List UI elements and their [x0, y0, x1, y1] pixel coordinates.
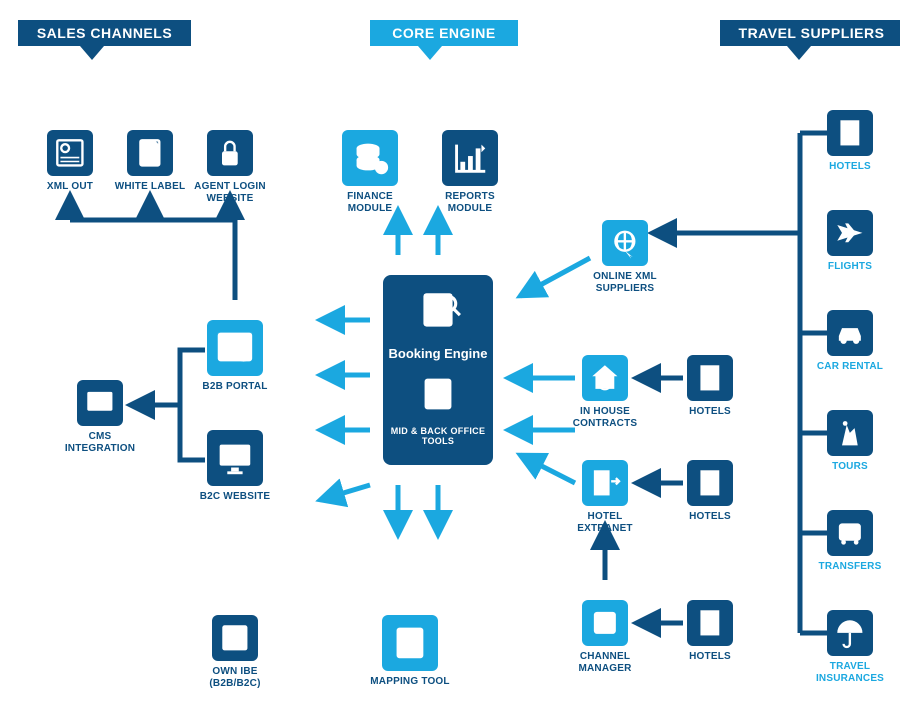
online-xml-globe-icon [602, 220, 648, 266]
label-sup-insurance: TRAVELINSURANCES [805, 661, 895, 684]
node-xml-out: XML OUT [25, 130, 115, 193]
label-hotel-ext: HOTELEXTRANET [560, 511, 650, 534]
label-b2c-website: B2C WEBSITE [190, 491, 280, 503]
hotel-ext-building-arrow-icon [582, 460, 628, 506]
section-pointer-sales [80, 46, 104, 60]
node-hotel-ext: HOTELEXTRANET [560, 460, 650, 534]
xml-out-xml-icon [47, 130, 93, 176]
core-title: Booking Engine [383, 346, 493, 361]
hotels-a-building-icon [687, 355, 733, 401]
sup-hotels-building-icon [827, 110, 873, 156]
node-reports: REPORTS MODULE [425, 130, 515, 214]
label-b2b-portal: B2B PORTAL [190, 381, 280, 393]
hotels-b-building-icon [687, 460, 733, 506]
node-sup-tours: TOURS [805, 410, 895, 473]
node-hotels-a: HOTELS [665, 355, 755, 418]
in-house-house-icon [582, 355, 628, 401]
sup-car-car-icon [827, 310, 873, 356]
label-sup-flights: FLIGHTS [805, 261, 895, 273]
label-agent-login: AGENT LOGINWEBSITE [185, 181, 275, 204]
label-sup-hotels: HOTELS [805, 161, 895, 173]
b2b-portal-browser-icon [207, 320, 263, 376]
b2c-website-monitor-icon [207, 430, 263, 486]
node-mapping: MAPPING TOOL [365, 615, 455, 688]
node-sup-car: CAR RENTAL [805, 310, 895, 373]
label-hotels-a: HOTELS [665, 406, 755, 418]
label-in-house: IN HOUSECONTRACTS [560, 406, 650, 429]
sup-insurance-umbrella-icon [827, 610, 873, 656]
node-b2c-website: B2C WEBSITE [190, 430, 280, 503]
sup-transfers-bus-icon [827, 510, 873, 556]
node-online-xml: ONLINE XMLSUPPLIERS [580, 220, 670, 294]
label-hotels-c: HOTELS [665, 651, 755, 663]
sup-tours-tours-icon [827, 410, 873, 456]
label-channel-mgr: CHANNELMANAGER [560, 651, 650, 674]
label-reports: REPORTS MODULE [425, 191, 515, 214]
channel-mgr-diamond-icon [582, 600, 628, 646]
white-label-page-icon [127, 130, 173, 176]
agent-login-lock-icon [207, 130, 253, 176]
label-xml-out: XML OUT [25, 181, 115, 193]
label-white-label: WHITE LABEL [105, 181, 195, 193]
node-b2b-portal: B2B PORTAL [190, 320, 280, 393]
own-ibe-plane-box-icon [212, 615, 258, 661]
node-sup-transfers: TRANSFERS [805, 510, 895, 573]
reports-chart-icon [442, 130, 498, 186]
booking-engine-core: Booking Engine MID & BACK OFFICE TOOLS [383, 275, 493, 465]
finance-coins-icon: $ [342, 130, 398, 186]
section-header-supplier: TRAVEL SUPPLIERS [720, 20, 900, 46]
node-sup-hotels: HOTELS [805, 110, 895, 173]
label-cms: CMSINTEGRATION [55, 431, 145, 454]
sup-flights-plane-icon [827, 210, 873, 256]
node-channel-mgr: CHANNELMANAGER [560, 600, 650, 674]
label-mapping: MAPPING TOOL [365, 676, 455, 688]
node-white-label: WHITE LABEL [105, 130, 195, 193]
node-agent-login: AGENT LOGINWEBSITE [185, 130, 275, 204]
hotels-c-building-icon [687, 600, 733, 646]
label-own-ibe: OWN IBE(B2B/B2C) [190, 666, 280, 689]
mapping-list-icon [382, 615, 438, 671]
node-hotels-c: HOTELS [665, 600, 755, 663]
section-pointer-supplier [787, 46, 811, 60]
node-own-ibe: OWN IBE(B2B/B2C) [190, 615, 280, 689]
svg-text:$: $ [379, 163, 385, 174]
node-sup-insurance: TRAVELINSURANCES [805, 610, 895, 684]
node-in-house: IN HOUSECONTRACTS [560, 355, 650, 429]
node-finance: $ FINANCE MODULE [325, 130, 415, 214]
node-sup-flights: FLIGHTS [805, 210, 895, 273]
section-header-sales: SALES CHANNELS [18, 20, 191, 46]
node-hotels-b: HOTELS [665, 460, 755, 523]
label-sup-transfers: TRANSFERS [805, 561, 895, 573]
section-header-core: CORE ENGINE [370, 20, 518, 46]
label-online-xml: ONLINE XMLSUPPLIERS [580, 271, 670, 294]
cms-gear-icon [77, 380, 123, 426]
label-hotels-b: HOTELS [665, 511, 755, 523]
label-sup-tours: TOURS [805, 461, 895, 473]
label-finance: FINANCE MODULE [325, 191, 415, 214]
node-cms: CMSINTEGRATION [55, 380, 145, 454]
label-sup-car: CAR RENTAL [805, 361, 895, 373]
core-subtitle: MID & BACK OFFICE TOOLS [383, 426, 493, 446]
section-pointer-core [418, 46, 442, 60]
